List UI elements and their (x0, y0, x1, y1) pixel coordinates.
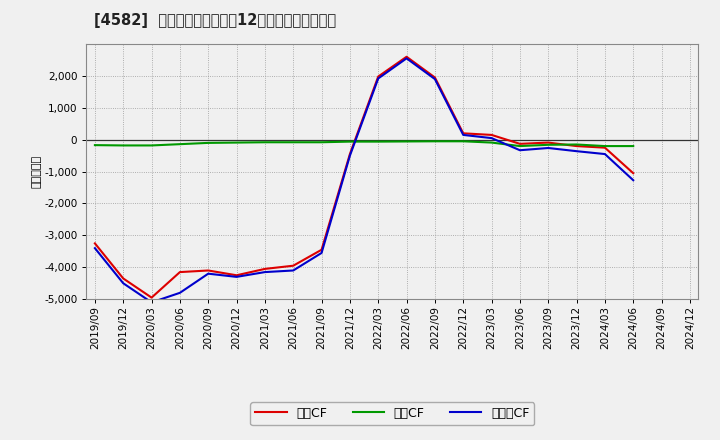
投資CF (629, 143, 637, 149)
投資CF (544, 142, 552, 147)
投資CF (402, 139, 411, 144)
投資CF (289, 139, 297, 145)
Text: [4582]  キャッシュフローの12か月移動合計の推移: [4582] キャッシュフローの12か月移動合計の推移 (94, 13, 336, 28)
フリーCF (233, 274, 241, 279)
営業CF (459, 131, 467, 136)
フリーCF (346, 153, 354, 158)
フリーCF (176, 290, 184, 296)
Line: 営業CF: 営業CF (95, 57, 633, 297)
フリーCF (516, 147, 524, 153)
営業CF (402, 54, 411, 59)
営業CF (374, 74, 382, 79)
営業CF (516, 141, 524, 147)
投資CF (600, 143, 609, 149)
フリーCF (374, 76, 382, 81)
フリーCF (459, 132, 467, 138)
営業CF (289, 263, 297, 268)
フリーCF (544, 145, 552, 150)
フリーCF (402, 56, 411, 61)
営業CF (318, 247, 326, 253)
投資CF (119, 143, 127, 148)
投資CF (261, 139, 269, 145)
投資CF (91, 143, 99, 148)
営業CF (176, 269, 184, 275)
営業CF (544, 140, 552, 145)
フリーCF (204, 271, 212, 276)
フリーCF (318, 250, 326, 256)
投資CF (346, 139, 354, 144)
フリーCF (91, 246, 99, 251)
営業CF (600, 145, 609, 150)
営業CF (204, 268, 212, 273)
投資CF (176, 142, 184, 147)
Legend: 営業CF, 投資CF, フリーCF: 営業CF, 投資CF, フリーCF (251, 403, 534, 425)
営業CF (119, 276, 127, 281)
投資CF (431, 139, 439, 144)
Line: 投資CF: 投資CF (95, 141, 633, 146)
営業CF (346, 151, 354, 157)
投資CF (374, 139, 382, 144)
投資CF (318, 139, 326, 145)
フリーCF (261, 269, 269, 275)
フリーCF (289, 268, 297, 273)
営業CF (148, 295, 156, 300)
投資CF (572, 142, 581, 147)
投資CF (487, 140, 496, 145)
営業CF (487, 132, 496, 138)
投資CF (204, 140, 212, 146)
フリーCF (600, 151, 609, 157)
Y-axis label: （百万円）: （百万円） (32, 155, 41, 188)
フリーCF (431, 77, 439, 82)
Line: フリーCF: フリーCF (95, 59, 633, 302)
営業CF (572, 143, 581, 149)
営業CF (91, 241, 99, 246)
営業CF (629, 171, 637, 176)
投資CF (233, 140, 241, 145)
フリーCF (119, 281, 127, 286)
営業CF (261, 266, 269, 271)
投資CF (516, 143, 524, 149)
フリーCF (487, 136, 496, 141)
投資CF (459, 139, 467, 144)
フリーCF (629, 178, 637, 183)
フリーCF (148, 300, 156, 305)
営業CF (431, 75, 439, 80)
営業CF (233, 273, 241, 278)
フリーCF (572, 149, 581, 154)
投資CF (148, 143, 156, 148)
